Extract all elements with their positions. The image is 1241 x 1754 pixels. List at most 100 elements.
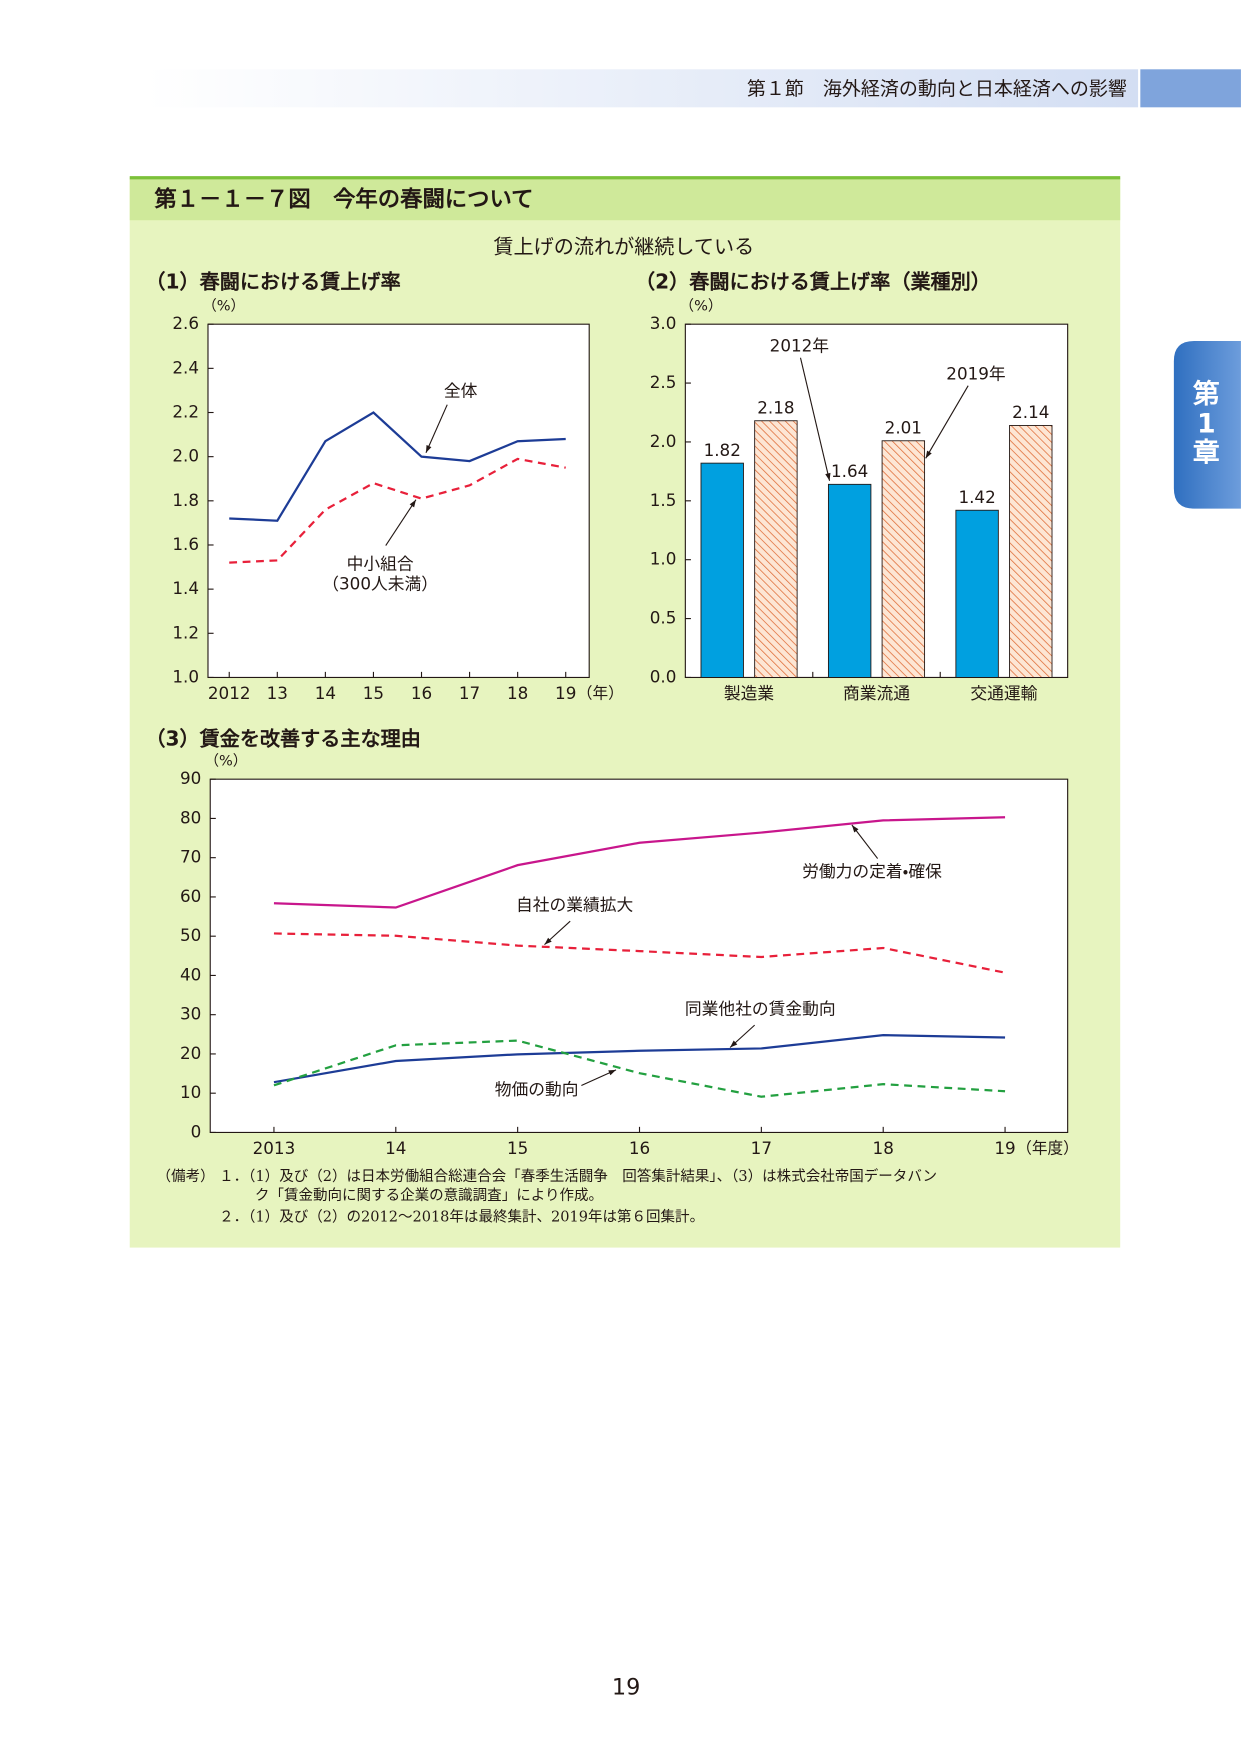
bar bbox=[1009, 425, 1053, 678]
y-tick-label: 1.5 bbox=[650, 490, 677, 510]
series-line bbox=[273, 816, 1006, 909]
y-tick-label: 10 bbox=[180, 1082, 201, 1102]
x-tick-label: 19 bbox=[555, 683, 576, 703]
chapter-tab-text: 第 bbox=[1193, 378, 1220, 410]
x-tick-label: 14 bbox=[385, 1138, 406, 1158]
y-tick-label: 90 bbox=[180, 768, 201, 788]
bar-value-label: 1.64 bbox=[831, 461, 868, 481]
series-label: 自社の業績拡大 bbox=[516, 895, 634, 915]
bar bbox=[827, 483, 872, 678]
y-tick-label: 1.6 bbox=[172, 534, 199, 554]
annotation-arrow bbox=[799, 357, 831, 481]
series-label: 同業他社の賃金動向 bbox=[685, 998, 836, 1018]
x-tick-label: 14 bbox=[315, 683, 336, 703]
x-tick-label: 15 bbox=[507, 1138, 528, 1158]
annotation-arrowhead bbox=[608, 1069, 617, 1076]
x-tick-label: 17 bbox=[459, 683, 480, 703]
x-tick-label: 19 bbox=[994, 1138, 1015, 1158]
x-tick-label: 2012 bbox=[208, 683, 251, 703]
chart-title: （2）春闘における賃上げ率（業種別） bbox=[635, 269, 991, 293]
series-label: 2012年 bbox=[770, 336, 829, 356]
x-unit: （年度） bbox=[1016, 1139, 1079, 1158]
annotation-arrow bbox=[925, 385, 969, 459]
chart-title: （3）賃金を改善する主な理由 bbox=[145, 727, 420, 751]
note-line: １．（1）及び（2）は日本労働組合総連合会「春季生活闘争 回答集計結果」、（3）… bbox=[219, 1167, 937, 1185]
x-tick-label: 18 bbox=[507, 683, 528, 703]
y-tick-label: 0.5 bbox=[650, 608, 677, 628]
bar-value-label: 2.01 bbox=[885, 417, 922, 437]
x-tick-label: 商業流通 bbox=[843, 683, 910, 703]
y-tick-label: 2.5 bbox=[650, 372, 677, 392]
bar-value-label: 1.42 bbox=[958, 487, 995, 507]
series-label: 全体 bbox=[444, 380, 478, 400]
y-tick-label: 70 bbox=[180, 847, 201, 867]
y-tick-label: 20 bbox=[180, 1043, 201, 1063]
x-tick-label: 18 bbox=[873, 1138, 894, 1158]
y-unit: （%） bbox=[202, 297, 245, 314]
y-tick-label: 2.0 bbox=[172, 446, 199, 466]
y-tick-label: 0.0 bbox=[650, 666, 677, 686]
x-tick-label: 交通運輸 bbox=[970, 683, 1037, 703]
x-tick-label: 16 bbox=[411, 683, 432, 703]
annotation-arrowhead bbox=[409, 499, 416, 508]
annotation-arrowhead bbox=[730, 1040, 738, 1048]
plot-area bbox=[684, 323, 1069, 679]
plot-area bbox=[209, 778, 1069, 1134]
bar bbox=[754, 420, 798, 678]
annotation-arrowhead bbox=[544, 937, 552, 945]
annotation-arrowhead bbox=[925, 450, 932, 459]
y-tick-label: 40 bbox=[180, 964, 201, 984]
annotation-arrowhead bbox=[825, 472, 831, 481]
bar bbox=[881, 440, 926, 678]
y-tick-label: 30 bbox=[180, 1004, 201, 1024]
series-line bbox=[273, 1033, 1006, 1084]
x-tick-label: 16 bbox=[629, 1138, 650, 1158]
y-tick-label: 3.0 bbox=[650, 313, 677, 333]
bar bbox=[955, 509, 999, 678]
y-tick-label: 80 bbox=[180, 807, 201, 827]
chart-title: （1）春闘における賃上げ率 bbox=[145, 269, 400, 293]
x-tick-label: 製造業 bbox=[724, 683, 775, 703]
x-unit: （年） bbox=[577, 684, 624, 703]
y-tick-label: 1.0 bbox=[650, 549, 677, 569]
plot-area bbox=[207, 323, 590, 679]
series-line bbox=[229, 457, 566, 564]
note-line: ク「賃金動向に関する企業の意識調査」により作成。 bbox=[255, 1187, 603, 1204]
series-label: 労働力の定着・確保 bbox=[802, 861, 942, 881]
bar-value-label: 2.18 bbox=[757, 397, 794, 417]
annotation-arrowhead bbox=[851, 825, 859, 833]
y-tick-label: 1.0 bbox=[172, 666, 199, 686]
header-box bbox=[1140, 69, 1241, 108]
series-line bbox=[273, 932, 1006, 974]
bar-value-label: 1.82 bbox=[704, 440, 741, 460]
y-tick-label: 50 bbox=[180, 925, 201, 945]
annotation-arrow bbox=[385, 499, 417, 546]
series-label: 物価の動向 bbox=[495, 1079, 579, 1099]
header-section: 第１節 海外経済の動向と日本経済への影響 bbox=[747, 78, 1127, 100]
chapter-tab-text: 1 bbox=[1197, 408, 1216, 439]
y-unit: （%） bbox=[680, 297, 723, 314]
y-tick-label: 2.0 bbox=[650, 431, 677, 451]
y-tick-label: 2.4 bbox=[172, 357, 199, 377]
y-tick-label: 2.6 bbox=[172, 313, 199, 333]
header-band bbox=[145, 69, 1139, 108]
x-tick-label: 2013 bbox=[253, 1138, 296, 1158]
x-tick-label: 17 bbox=[751, 1138, 772, 1158]
y-tick-label: 2.2 bbox=[172, 402, 199, 422]
series-label-sub: （300人未満） bbox=[322, 574, 438, 594]
figure-subtitle: 賃上げの流れが継続している bbox=[493, 235, 754, 259]
y-tick-label: 1.4 bbox=[172, 578, 199, 598]
figure-title: 第１－１－７図 今年の春闘について bbox=[154, 186, 533, 213]
x-tick-label: 13 bbox=[267, 683, 288, 703]
y-unit: （%） bbox=[204, 752, 247, 769]
series-label: 中小組合 bbox=[347, 554, 414, 574]
x-tick-label: 15 bbox=[363, 683, 384, 703]
note-line: ２．（1）及び（2）の2012～2018年は最終集計、2019年は第６回集計。 bbox=[219, 1208, 704, 1225]
notes-label: （備考） bbox=[157, 1168, 215, 1185]
y-tick-label: 1.8 bbox=[172, 490, 199, 510]
annotation-arrow bbox=[425, 404, 448, 453]
y-tick-label: 0 bbox=[191, 1121, 202, 1141]
